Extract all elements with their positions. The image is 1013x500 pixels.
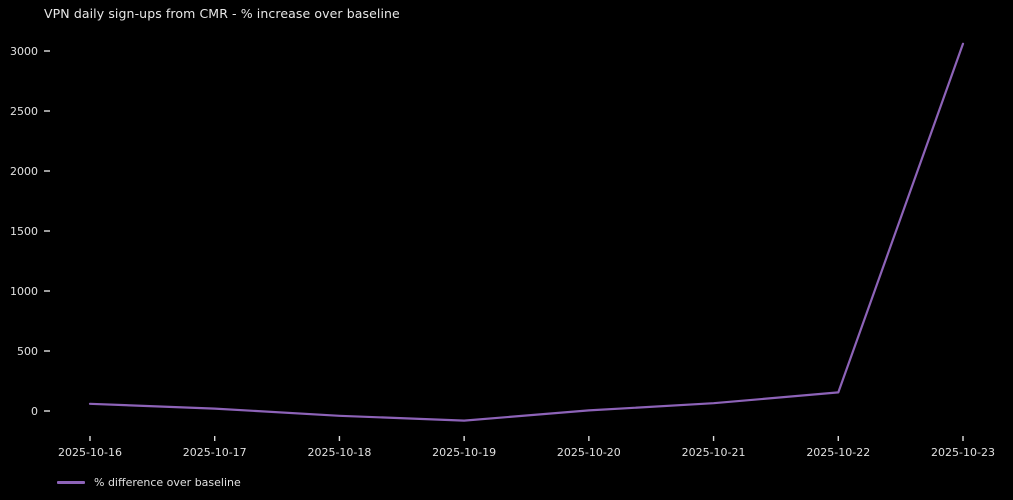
chart-legend: % difference over baseline	[57, 476, 241, 489]
x-axis-tick-label: 2025-10-22	[806, 446, 870, 459]
chart-title: VPN daily sign-ups from CMR - % increase…	[44, 6, 400, 21]
x-axis-tick-label: 2025-10-21	[682, 446, 746, 459]
legend-line-swatch	[57, 481, 85, 484]
y-axis-tick-label: 1000	[10, 285, 38, 298]
y-axis-tick-label: 2000	[10, 165, 38, 178]
x-axis-tick-label: 2025-10-19	[432, 446, 496, 459]
y-axis-tick-label: 0	[31, 405, 38, 418]
y-axis-tick-label: 500	[17, 345, 38, 358]
y-axis-tick-label: 2500	[10, 105, 38, 118]
x-axis-tick-label: 2025-10-18	[307, 446, 371, 459]
x-axis-tick-label: 2025-10-20	[557, 446, 621, 459]
x-axis-tick-label: 2025-10-16	[58, 446, 122, 459]
series-line	[88, 42, 965, 422]
legend-label: % difference over baseline	[94, 476, 241, 489]
x-axis-tick-label: 2025-10-17	[183, 446, 247, 459]
y-axis-tick-label: 3000	[10, 45, 38, 58]
y-axis-tick-label: 1500	[10, 225, 38, 238]
x-axis-tick-label: 2025-10-23	[931, 446, 995, 459]
